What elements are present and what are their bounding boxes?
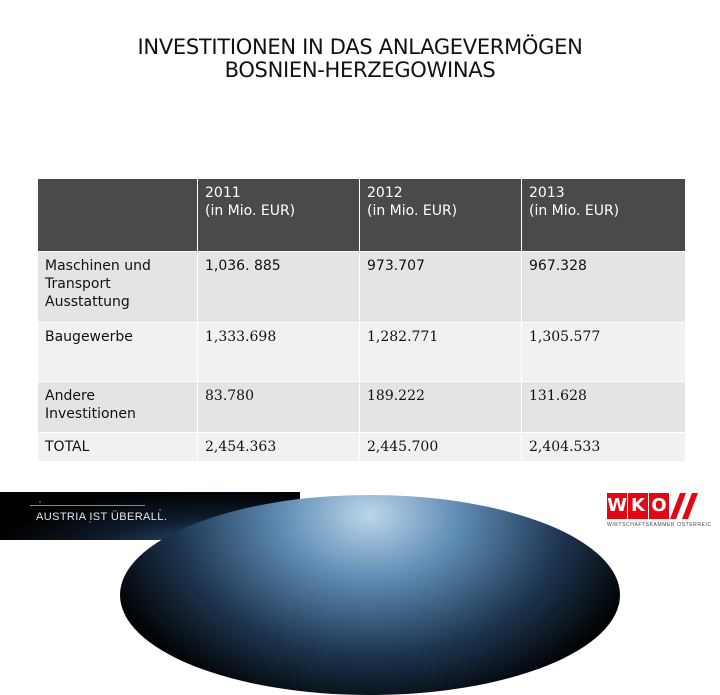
table-row: Maschinen und Transport Ausstattung 1,03… [37,251,686,323]
table-cell: 967.328 [521,251,686,323]
wko-logo-letter: W [607,493,627,519]
row-label: Baugewerbe [37,322,198,382]
title-line-1: INVESTITIONEN IN DAS ANLAGEVERMÖGEN [137,35,583,59]
header-unit: (in Mio. EUR) [529,203,620,219]
header-year: 2011 [205,185,241,201]
table-cell: 2,445.700 [359,432,522,462]
table-cell: 2,454.363 [197,432,360,462]
table-cell: 1,305.577 [521,322,686,382]
table-cell: 2,404.533 [521,432,686,462]
table-row: Andere Investitionen 83.780 189.222 131.… [37,381,686,433]
table-row: TOTAL 2,454.363 2,445.700 2,404.533 [37,432,686,462]
table-header-row: 2011 (in Mio. EUR) 2012 (in Mio. EUR) 20… [37,178,686,252]
header-unit: (in Mio. EUR) [367,203,458,219]
header-corner-cell [37,178,198,252]
header-year: 2013 [529,185,565,201]
table-cell: 189.222 [359,381,522,433]
table-cell: 1,333.698 [197,322,360,382]
title-line-2: BOSNIEN-HERZEGOWINAS [224,58,496,82]
row-label: Andere Investitionen [37,381,198,433]
table-cell: 131.628 [521,381,686,433]
wko-logo-slash-icon [670,493,698,519]
wko-logo-subtitle: WIRTSCHAFTSKAMMER ÖSTERREICH [607,522,712,528]
slide-title: INVESTITIONEN IN DAS ANLAGEVERMÖGEN BOSN… [0,36,720,82]
table-cell: 83.780 [197,381,360,433]
header-cell-2011: 2011 (in Mio. EUR) [197,178,360,252]
row-label: TOTAL [37,432,198,462]
slogan-divider [30,505,145,506]
table-cell: 973.707 [359,251,522,323]
header-cell-2012: 2012 (in Mio. EUR) [359,178,522,252]
wko-logo-letter: O [649,493,669,519]
row-label: Maschinen und Transport Ausstattung [37,251,198,323]
header-unit: (in Mio. EUR) [205,203,296,219]
footer-slogan: AUSTRIA IST ÜBERALL. [36,511,168,523]
table-cell: 1,036. 885 [197,251,360,323]
table-cell: 1,282.771 [359,322,522,382]
header-year: 2012 [367,185,403,201]
header-cell-2013: 2013 (in Mio. EUR) [521,178,686,252]
wko-logo-letter: K [628,493,648,519]
wko-logo: W K O [607,493,704,519]
table-row: Baugewerbe 1,333.698 1,282.771 1,305.577 [37,322,686,382]
investment-table: 2011 (in Mio. EUR) 2012 (in Mio. EUR) 20… [37,178,686,462]
